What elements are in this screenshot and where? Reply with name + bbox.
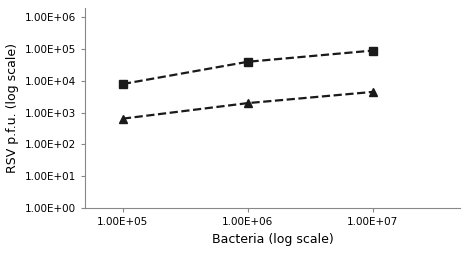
X-axis label: Bacteria (log scale): Bacteria (log scale) [212, 233, 333, 246]
Y-axis label: RSV p.f.u. (log scale): RSV p.f.u. (log scale) [7, 43, 19, 173]
